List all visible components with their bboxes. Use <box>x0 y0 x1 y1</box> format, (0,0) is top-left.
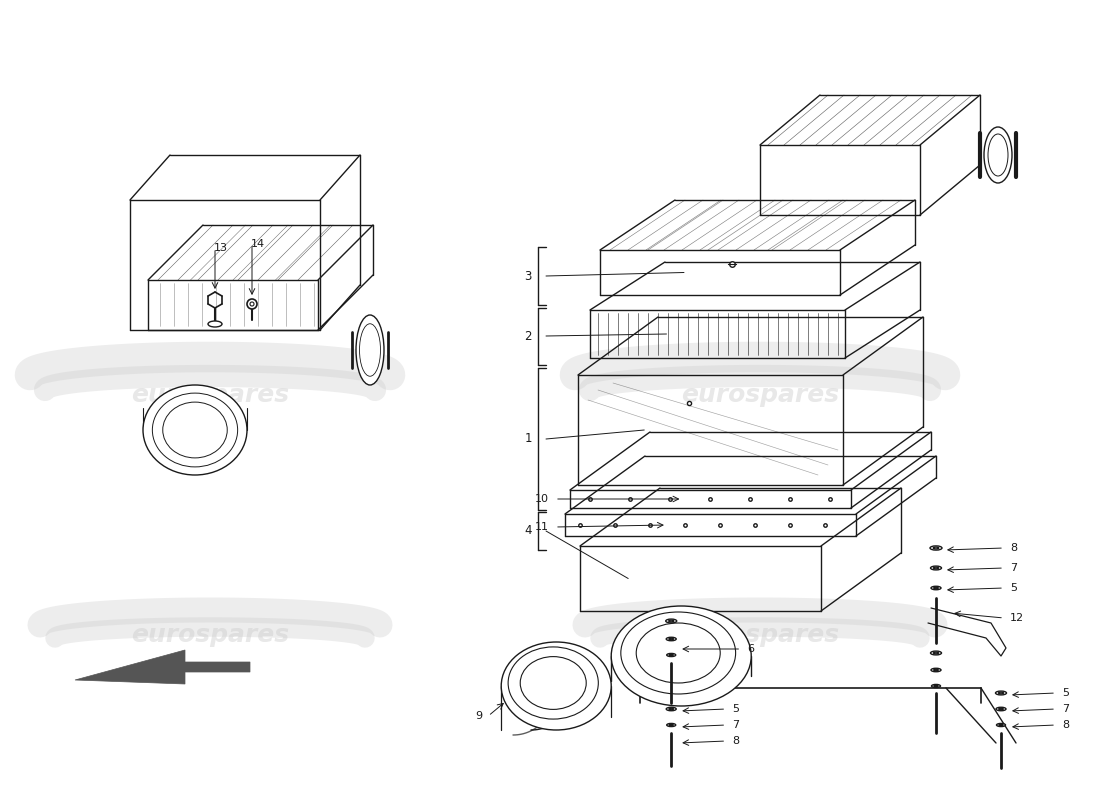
Text: eurospares: eurospares <box>681 623 839 647</box>
Text: 7: 7 <box>1062 704 1069 714</box>
Ellipse shape <box>612 606 751 706</box>
Ellipse shape <box>669 654 673 656</box>
Ellipse shape <box>667 654 675 657</box>
Ellipse shape <box>932 685 940 687</box>
Ellipse shape <box>669 708 673 710</box>
Ellipse shape <box>934 587 938 589</box>
Text: 12: 12 <box>1010 613 1024 623</box>
Text: eurospares: eurospares <box>131 383 289 407</box>
Ellipse shape <box>930 546 942 550</box>
Ellipse shape <box>502 642 612 730</box>
Ellipse shape <box>666 619 676 623</box>
Ellipse shape <box>356 315 384 385</box>
Ellipse shape <box>931 651 942 655</box>
Text: 3: 3 <box>525 270 532 282</box>
Ellipse shape <box>997 723 1005 726</box>
Ellipse shape <box>996 707 1006 710</box>
Text: 6: 6 <box>747 644 755 654</box>
Text: 8: 8 <box>733 736 739 746</box>
Ellipse shape <box>988 134 1008 176</box>
Text: 14: 14 <box>251 239 265 249</box>
Ellipse shape <box>996 691 1006 695</box>
Ellipse shape <box>667 638 676 641</box>
Text: 7: 7 <box>1010 563 1018 573</box>
Text: 5: 5 <box>1010 583 1018 593</box>
Ellipse shape <box>250 302 254 306</box>
Ellipse shape <box>984 127 1012 183</box>
Text: 7: 7 <box>733 720 739 730</box>
Text: 5: 5 <box>1062 688 1069 698</box>
Ellipse shape <box>933 547 938 549</box>
Polygon shape <box>75 650 250 684</box>
Ellipse shape <box>248 299 257 309</box>
Text: 8: 8 <box>1010 543 1018 553</box>
Text: 4: 4 <box>525 525 532 538</box>
Ellipse shape <box>667 723 675 726</box>
Ellipse shape <box>143 385 248 475</box>
Text: 11: 11 <box>535 522 549 532</box>
Ellipse shape <box>999 724 1003 726</box>
Ellipse shape <box>931 668 940 672</box>
Ellipse shape <box>669 724 673 726</box>
Ellipse shape <box>636 623 720 683</box>
Ellipse shape <box>520 657 586 710</box>
Ellipse shape <box>508 647 598 719</box>
Ellipse shape <box>999 692 1003 694</box>
Text: 9: 9 <box>475 711 482 721</box>
Ellipse shape <box>934 567 938 569</box>
Ellipse shape <box>931 566 942 570</box>
Text: 13: 13 <box>214 243 228 253</box>
Text: eurospares: eurospares <box>681 383 839 407</box>
Ellipse shape <box>669 638 673 640</box>
Ellipse shape <box>667 707 676 710</box>
Ellipse shape <box>669 620 673 622</box>
Text: 2: 2 <box>525 330 532 342</box>
Ellipse shape <box>931 586 940 590</box>
Ellipse shape <box>999 708 1003 710</box>
Ellipse shape <box>620 612 736 694</box>
Text: 8: 8 <box>1062 720 1069 730</box>
Ellipse shape <box>208 321 222 327</box>
Text: eurospares: eurospares <box>131 623 289 647</box>
Text: 1: 1 <box>525 433 532 446</box>
Text: 5: 5 <box>733 704 739 714</box>
Ellipse shape <box>934 652 938 654</box>
Text: 10: 10 <box>535 494 549 504</box>
